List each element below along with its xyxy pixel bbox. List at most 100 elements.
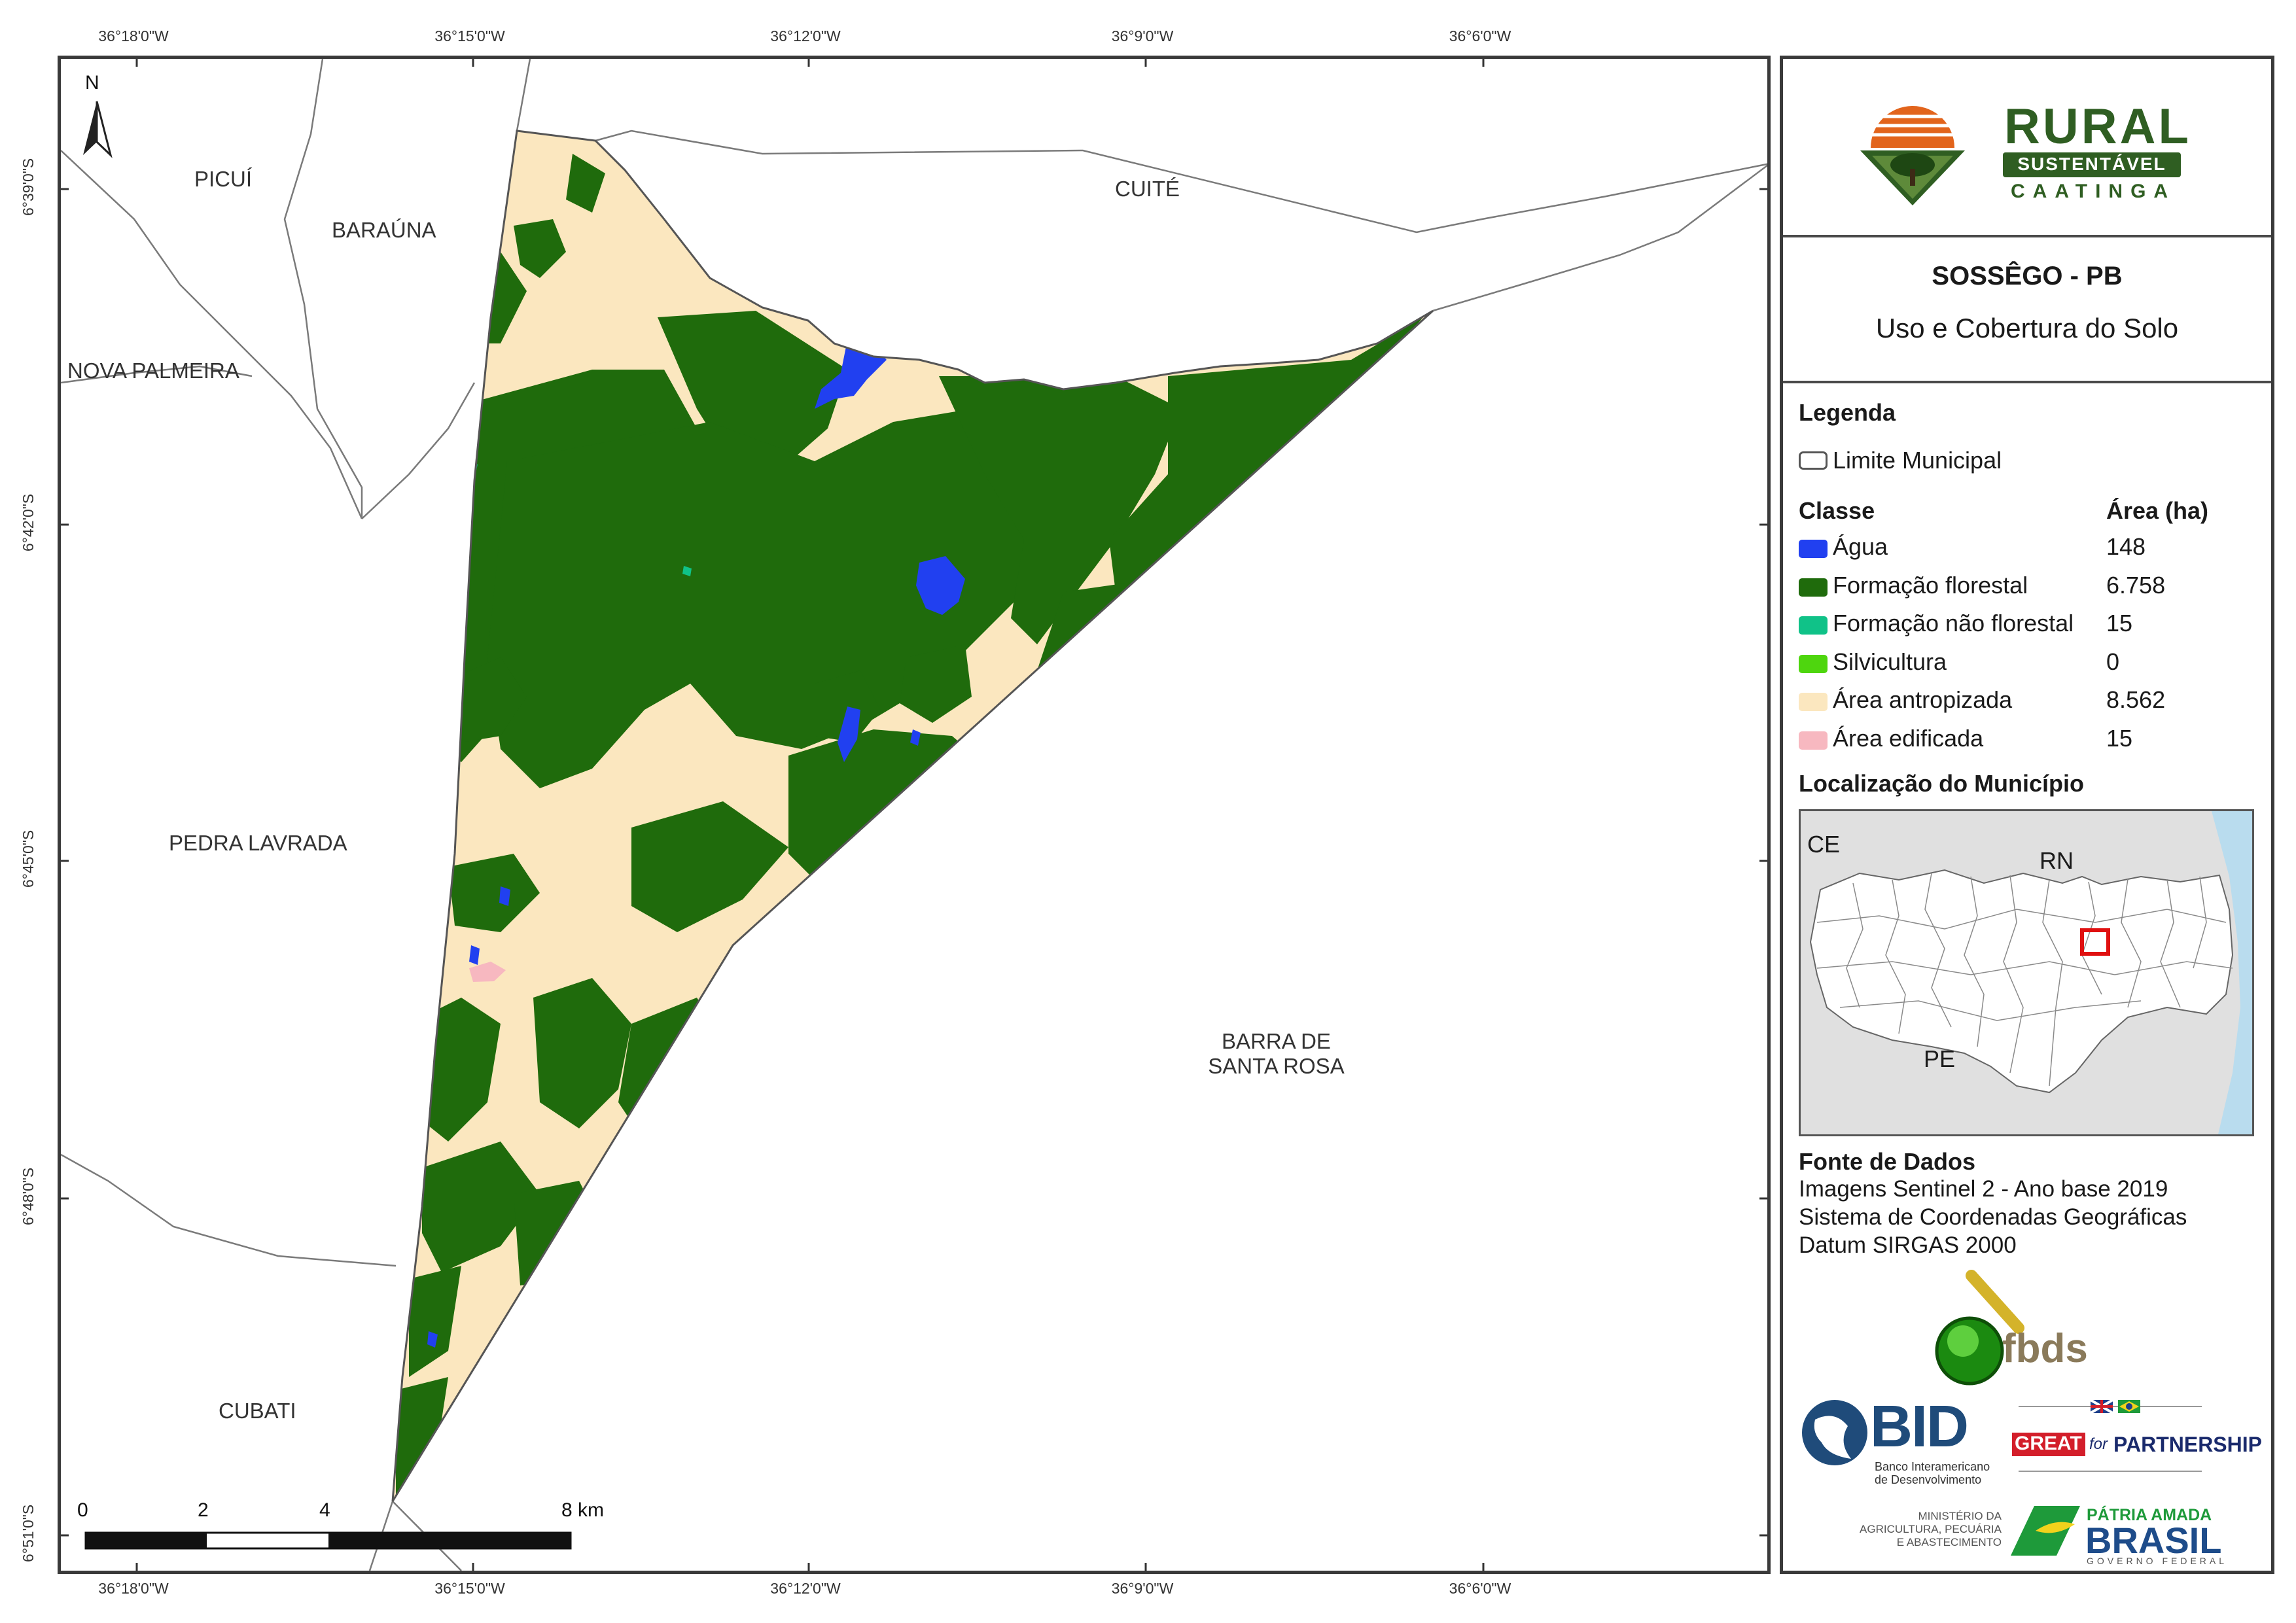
built-area-patch xyxy=(469,962,506,982)
longitude-label-bottom: 36°6'0"W xyxy=(1449,1580,1511,1597)
great-text: GREAT xyxy=(2015,1433,2082,1454)
source-heading: Fonte de Dados xyxy=(1799,1148,1976,1175)
panel-divider xyxy=(1783,381,2271,383)
legend-class-label: Área edificada xyxy=(1833,724,1984,752)
scale-label: 8 km xyxy=(561,1499,605,1521)
place-label-nova-palmeira: NOVA PALMEIRA xyxy=(67,358,239,383)
municipality-land-cover xyxy=(393,131,1433,1501)
partnership-rule xyxy=(2019,1471,2202,1472)
legend-swatch xyxy=(1799,654,1828,673)
brasil-text: BRASIL xyxy=(2085,1520,2222,1561)
bid-subtitle: de Desenvolvimento xyxy=(1875,1473,1982,1486)
frame-ticks xyxy=(61,59,1767,1571)
legend-swatch xyxy=(1799,616,1828,635)
place-label-barauna: BARAÚNA xyxy=(332,218,436,242)
legend-swatch xyxy=(1799,540,1828,558)
location-inset-map: CE RN PE xyxy=(1799,809,2254,1136)
anthropic-area-background xyxy=(393,131,1433,1501)
legend-swatch xyxy=(1799,731,1828,750)
place-label-cubati: CUBATI xyxy=(219,1399,296,1423)
water-bodies xyxy=(427,340,965,1348)
inset-label-pe: PE xyxy=(1924,1045,1956,1072)
rural-sustentavel-emblem-icon xyxy=(1860,106,1965,205)
ministry-text: E ABASTECIMENTO xyxy=(1896,1536,2002,1548)
paraiba-state-map xyxy=(1809,811,2252,1134)
brasil-emblem-icon xyxy=(2011,1506,2080,1556)
land-cover-map xyxy=(61,59,1767,1571)
logo-title: RURAL xyxy=(2004,99,2191,154)
panel-divider xyxy=(1783,235,2271,237)
longitude-label-bottom: 36°15'0"W xyxy=(434,1580,505,1597)
ministry-text: MINISTÉRIO DA xyxy=(1918,1510,2002,1522)
legend-heading: Legenda xyxy=(1799,399,1896,426)
patria-amada-text: PÁTRIA AMADA xyxy=(2087,1506,2212,1524)
logo-band xyxy=(2003,152,2181,177)
legend-class-area: 15 xyxy=(2106,724,2133,752)
longitude-label-top: 36°15'0"W xyxy=(434,27,505,44)
scale-bar xyxy=(84,1531,572,1550)
boundary-swatch xyxy=(1799,451,1828,470)
fbds-logo-icon xyxy=(1935,1270,2024,1386)
legend-class-label: Silvicultura xyxy=(1833,648,1947,675)
place-label-line: SANTA ROSA xyxy=(1208,1054,1345,1078)
inset-label-ce: CE xyxy=(1807,831,1841,858)
place-label-line: BARRA DE xyxy=(1222,1029,1331,1053)
place-label-pedra-lavrada: PEDRA LAVRADA xyxy=(169,831,347,855)
boundary-label: Limite Municipal xyxy=(1833,447,2002,474)
bid-subtitle: Banco Interamericano xyxy=(1875,1460,1990,1473)
longitude-label-top: 36°6'0"W xyxy=(1449,27,1511,44)
bid-emblem-icon xyxy=(1802,1400,1867,1465)
legend-class-area: 6.758 xyxy=(2106,571,2166,599)
legend-class-area: 8.562 xyxy=(2106,686,2166,713)
logo-band-text: SUSTENTÁVEL xyxy=(2017,154,2166,174)
map-frame[interactable] xyxy=(58,56,1771,1574)
municipality-boundary xyxy=(391,130,1434,1502)
location-heading: Localização do Município xyxy=(1799,770,2085,797)
great-badge xyxy=(2012,1433,2085,1456)
latitude-label: 6°51'0"S xyxy=(20,1504,37,1562)
map-subtitle: Uso e Cobertura do Solo xyxy=(1875,313,2179,343)
north-arrow-icon xyxy=(83,101,113,158)
source-line: Sistema de Coordenadas Geográficas xyxy=(1799,1204,2187,1230)
longitude-label-bottom: 36°12'0"W xyxy=(770,1580,841,1597)
legend-panel: RURAL SUSTENTÁVEL CAATINGA SOSSÊGO - PB … xyxy=(1780,56,2274,1574)
legend-swatch xyxy=(1799,578,1828,597)
north-label: N xyxy=(85,72,99,94)
longitude-label-top: 36°9'0"W xyxy=(1111,27,1174,44)
place-label-picui: PICUÍ xyxy=(194,167,253,191)
inset-label-rn: RN xyxy=(2040,847,2074,874)
source-line: Datum SIRGAS 2000 xyxy=(1799,1232,2017,1258)
latitude-label: 6°45'0"S xyxy=(20,829,37,888)
legend-class-area: 0 xyxy=(2106,648,2120,675)
great-for-text: for xyxy=(2089,1435,2108,1453)
place-label-barra-de-santa-rosa: BARRA DE SANTA ROSA xyxy=(1190,1029,1363,1079)
map-title: SOSSÊGO - PB xyxy=(1932,262,2123,290)
class-column-header: Classe xyxy=(1799,497,1875,524)
municipal-boundaries xyxy=(61,59,1767,1571)
governo-federal-text: GOVERNO FEDERAL xyxy=(2087,1556,2228,1566)
flags-icon xyxy=(2091,1400,2140,1413)
legend-class-label: Formação não florestal xyxy=(1833,610,2074,637)
longitude-label-bottom: 36°18'0"W xyxy=(98,1580,169,1597)
source-line: Imagens Sentinel 2 - Ano base 2019 xyxy=(1799,1176,2168,1202)
scale-label: 2 xyxy=(198,1499,209,1521)
latitude-label: 6°39'0"S xyxy=(20,158,37,216)
bid-logo-text: BID xyxy=(1870,1394,1969,1459)
legend-class-label: Água xyxy=(1833,533,1888,560)
scale-label: 0 xyxy=(77,1499,88,1521)
place-label-cuite: CUITÉ xyxy=(1115,177,1180,201)
latitude-label: 6°48'0"S xyxy=(20,1167,37,1225)
fbds-logo-text: fbds xyxy=(2002,1326,2088,1371)
legend-class-area: 148 xyxy=(2106,533,2146,560)
municipality-locator-box xyxy=(2080,928,2110,956)
scale-label: 4 xyxy=(319,1499,330,1521)
longitude-label-top: 36°18'0"W xyxy=(98,27,169,44)
longitude-label-bottom: 36°9'0"W xyxy=(1111,1580,1174,1597)
area-column-header: Área (ha) xyxy=(2106,497,2209,524)
logo-subtitle: CAATINGA xyxy=(2011,181,2176,202)
legend-swatch xyxy=(1799,693,1828,711)
partnership-text: PARTNERSHIP xyxy=(2113,1433,2262,1456)
longitude-label-top: 36°12'0"W xyxy=(770,27,841,44)
ministry-text: AGRICULTURA, PECUÁRIA xyxy=(1860,1523,2002,1535)
latitude-label: 6°42'0"S xyxy=(20,493,37,551)
